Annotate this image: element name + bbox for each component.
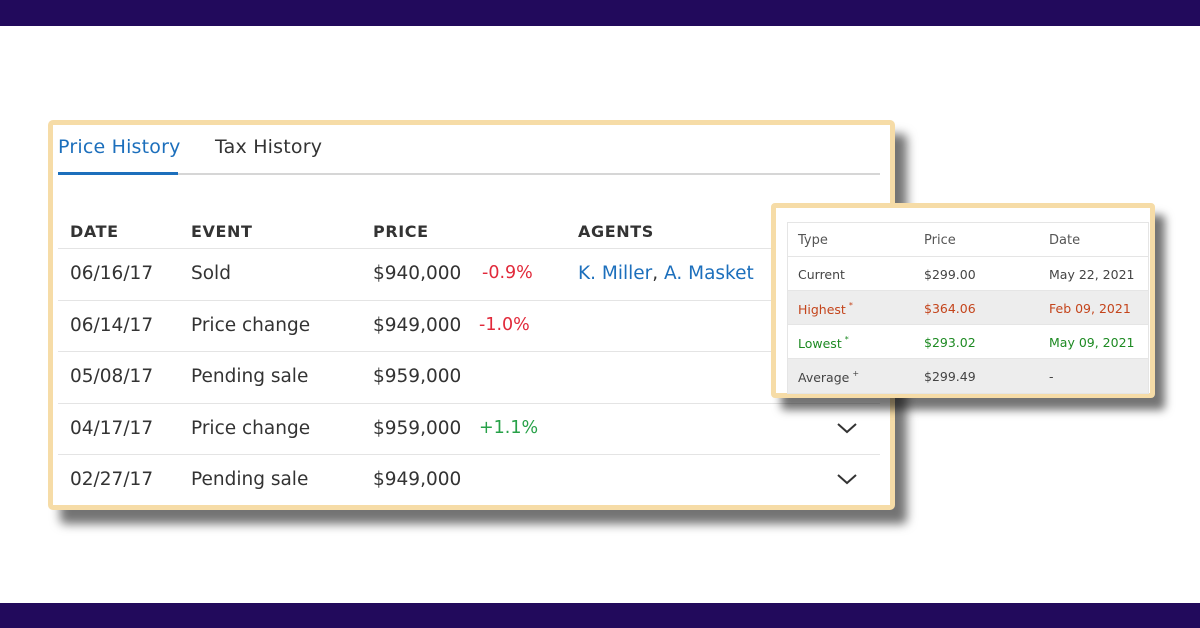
row-event: Pending sale (191, 366, 309, 387)
stats-price: $299.49 (924, 369, 976, 384)
stats-row-current: Current $299.00 May 22, 2021 (788, 257, 1148, 291)
row-price-change: -0.9% (482, 263, 533, 283)
stats-type: Lowest * (798, 335, 849, 351)
stats-marker: * (844, 335, 849, 344)
row-price: $949,000 (373, 469, 462, 490)
row-price: $940,000 (373, 263, 462, 284)
price-stats-table: Type Price Date Current $299.00 May 22, … (787, 222, 1149, 394)
row-date: 02/27/17 (70, 469, 154, 490)
column-header-date: DATE (70, 222, 119, 241)
price-stats-card: Type Price Date Current $299.00 May 22, … (771, 203, 1155, 398)
stats-column-date: Date (1049, 233, 1081, 248)
row-date: 05/08/17 (70, 366, 154, 387)
stats-row-highest: Highest * $364.06 Feb 09, 2021 (788, 291, 1148, 325)
stats-price: $299.00 (924, 267, 976, 282)
stats-marker: + (852, 369, 860, 378)
column-header-event: EVENT (191, 222, 253, 241)
stats-row-average: Average + $299.49 - (788, 359, 1148, 393)
stats-type: Current (798, 267, 845, 282)
stats-price: $364.06 (924, 301, 976, 316)
stats-type-label: Lowest (798, 336, 842, 351)
row-event: Sold (191, 263, 231, 284)
row-price: $949,000 (373, 314, 462, 336)
active-tab-indicator (58, 172, 178, 175)
agent-separator: , (652, 263, 665, 284)
table-row: 02/27/17 Pending sale $949,000 (58, 455, 880, 507)
table-row: 06/14/17 Price change $949,000 -1.0% (58, 301, 880, 352)
stats-date: Feb 09, 2021 (1049, 301, 1131, 316)
row-price: $959,000 (373, 417, 462, 439)
stats-type-label: Highest (798, 302, 846, 317)
row-date: 06/16/17 (70, 263, 154, 284)
table-header: DATE EVENT PRICE AGENTS (58, 197, 880, 249)
row-event: Pending sale (191, 469, 309, 490)
row-event: Price change (191, 417, 311, 439)
agent-link[interactable]: A. Masket (664, 263, 754, 284)
stats-column-type: Type (798, 233, 828, 248)
stats-column-price: Price (924, 233, 956, 248)
table-row: 04/17/17 Price change $959,000 +1.1% (58, 404, 880, 455)
column-header-price: PRICE (373, 222, 429, 241)
stats-type: Highest * (798, 301, 853, 317)
chevron-down-icon[interactable] (836, 420, 858, 436)
row-price-change: +1.1% (479, 417, 539, 438)
tab-tax-history[interactable]: Tax History (215, 136, 323, 158)
stats-type: Average + (798, 369, 859, 385)
stats-date: May 22, 2021 (1049, 267, 1135, 282)
stats-header: Type Price Date (788, 223, 1148, 257)
table-row: 05/08/17 Pending sale $959,000 (58, 352, 880, 404)
stats-type-label: Average (798, 370, 850, 385)
stats-marker: * (848, 301, 853, 310)
row-agents: K. Miller, A. Masket (578, 263, 754, 284)
row-event: Price change (191, 314, 311, 336)
chevron-down-icon[interactable] (836, 471, 858, 487)
row-price: $959,000 (373, 366, 462, 387)
tab-price-history[interactable]: Price History (58, 136, 181, 158)
agent-link[interactable]: K. Miller (578, 263, 653, 284)
table-row: 06/16/17 Sold $940,000 -0.9% K. Miller, … (58, 249, 880, 301)
bottom-banner (0, 603, 1200, 628)
top-banner (0, 0, 1200, 26)
row-date: 04/17/17 (70, 417, 154, 439)
row-date: 06/14/17 (70, 314, 154, 336)
price-history-card: Price History Tax History DATE EVENT PRI… (48, 120, 895, 510)
row-price-change: -1.0% (479, 314, 530, 335)
stats-row-lowest: Lowest * $293.02 May 09, 2021 (788, 325, 1148, 359)
column-header-agents: AGENTS (578, 222, 654, 241)
stats-date: May 09, 2021 (1049, 335, 1135, 350)
stats-price: $293.02 (924, 335, 976, 350)
history-tabs: Price History Tax History (58, 125, 880, 175)
stats-date: - (1049, 369, 1054, 384)
price-history-table: DATE EVENT PRICE AGENTS 06/16/17 Sold $9… (58, 197, 880, 507)
